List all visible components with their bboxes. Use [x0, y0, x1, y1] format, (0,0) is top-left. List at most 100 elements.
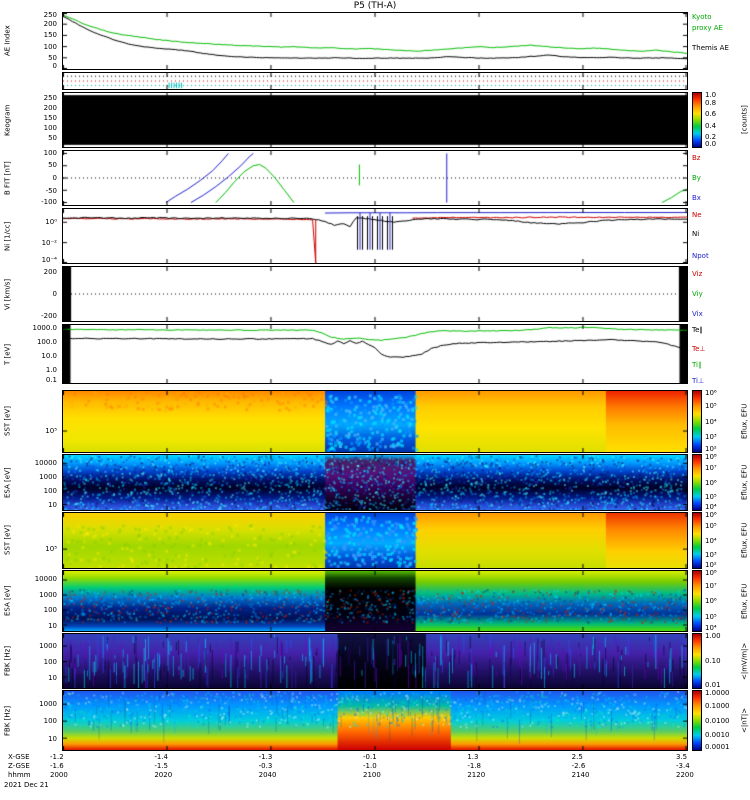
themis-summary-plot: P5 (TH-A) AE Index 250 200 150 100 50 0 Kyoto… — [0, 0, 750, 800]
esa_e-ytick: 100 — [44, 487, 57, 495]
temperature-axis-label: T [eV] — [0, 324, 15, 384]
sst-i-colorbar-area: 10⁶ 10⁵ 10⁴ 10³ 10² Eflux, EFU — [692, 512, 750, 569]
fbk_e-ytick: 1000 — [39, 642, 57, 650]
fbk-e-spectrogram — [62, 633, 688, 689]
esa_e-ytick: 10 — [48, 501, 57, 509]
bottom-axis-value: 3.5 — [676, 753, 687, 761]
panel-sst-ion-spectrogram: SST [eV] 10⁵ 10⁶ 10⁵ 10⁴ 10³ 10² Eflux, EFU — [0, 512, 750, 569]
density-axis-label: Ni [1/cc] — [0, 208, 15, 264]
density-ytick-container: 10⁰ 10⁻² 10⁻⁴ — [16, 208, 60, 264]
panel-fbk-b-spectrogram: FBK [Hz] 1000 100 10 1.0000 0.1000 0.0100 0.0… — [0, 690, 750, 751]
fbk_e-colorbar-tick: 1.00 — [705, 632, 721, 640]
fbk_e-ytick: 100 — [44, 658, 57, 666]
bottom-axis-value: -1.0 — [363, 762, 377, 770]
esa_i-colorbar-tick: 10⁴ — [705, 624, 717, 632]
esa_i-ytick: 100 — [44, 606, 57, 614]
esa-i-ytick-container: 10000 1000 100 10 — [16, 570, 60, 632]
fbk-b-axis-label: FBK [Hz] — [0, 690, 15, 751]
sst_e-ytick: 10⁵ — [45, 427, 57, 435]
t-legend-te: Te⊥ — [692, 345, 706, 353]
flags-axis-label — [0, 72, 15, 90]
ni-legend-ni: Ni — [692, 230, 699, 238]
esa_e-colorbar-tick: 10⁸ — [705, 453, 717, 461]
sst_e-colorbar — [692, 390, 702, 453]
keogram-colorbar — [692, 92, 702, 148]
ni-legend-npot: Npot — [692, 252, 709, 260]
sst-i-axis-label: SST [eV] — [0, 512, 15, 569]
keogram-ytick-container: 250 200 150 100 50 — [16, 92, 60, 148]
keogram-colorbar-tick: 1.0 — [705, 91, 716, 99]
sst-e-colorbar-area: 10⁶ 10⁵ 10⁴ 10³ 10² Eflux, EFU — [692, 390, 750, 453]
esa_i-colorbar-tick: 10⁸ — [705, 569, 717, 577]
esa_i-ytick: 1000 — [39, 591, 57, 599]
fbk_b-colorbar-label: <|nT|> — [739, 690, 750, 751]
sst-e-spectrogram — [62, 390, 688, 453]
fbk_b-colorbar-tick: 0.0100 — [705, 717, 730, 725]
sst_i-colorbar-tick: 10⁶ — [705, 511, 717, 519]
esa_i-colorbar-tick: 10⁵ — [705, 613, 717, 621]
fbk_b-colorbar-tick: 1.0000 — [705, 689, 730, 697]
esa-e-axis-label: ESA [eV] — [0, 454, 15, 511]
density-legend: Ne Ni Npot — [692, 208, 750, 264]
bfit-legend-bz: Bz — [692, 154, 700, 162]
fbk-b-ytick-container: 1000 100 10 — [16, 690, 60, 751]
bottom-axis-value: -1.5 — [154, 762, 168, 770]
t-ytick: 100.0 — [37, 338, 57, 346]
ae-plot — [62, 12, 688, 70]
sst_e-colorbar-tick: 10⁴ — [705, 418, 717, 426]
bottom-axis-value: -0.3 — [259, 762, 273, 770]
velocity-legend: Viz Viy Vix — [692, 266, 750, 322]
sst-i-ytick-container: 10⁵ — [16, 512, 60, 569]
sst_e-colorbar-label: Eflux, EFU — [739, 390, 750, 453]
bottom-axis-value: 2040 — [259, 771, 277, 779]
panel-sst-electron-spectrogram: SST [eV] 10⁵ 10⁶ 10⁵ 10⁴ 10³ 10² Eflux, EFU — [0, 390, 750, 453]
bottom-axis-value: -2.6 — [572, 762, 586, 770]
t-ytick: 0.1 — [46, 376, 57, 384]
sst_e-colorbar-tick: 10⁵ — [705, 402, 717, 410]
esa-i-colorbar-area: 10⁸ 10⁷ 10⁶ 10⁵ 10⁴ Eflux, EFU — [692, 570, 750, 632]
esa_e-colorbar — [692, 454, 702, 511]
panel-fbk-e-spectrogram: FBK [Hz] 1000 100 10 1.00 0.10 0.01 <|mV/m|> — [0, 633, 750, 689]
t-ytick: 10.0 — [41, 352, 57, 360]
bottom-axis-value: -1.8 — [467, 762, 481, 770]
plot-title: P5 (TH-A) — [0, 1, 750, 11]
panel-ae-index: AE Index 250 200 150 100 50 0 Kyoto proxy AE Th… — [0, 12, 750, 70]
fbk_b-colorbar-tick: 0.1000 — [705, 702, 730, 710]
keogram-colorbar-area: 1.0 0.8 0.6 0.4 0.2 0.0 [counts] — [692, 92, 750, 148]
bottom-axis-value: -1.6 — [50, 762, 64, 770]
fbk_e-ytick: 10 — [48, 674, 57, 682]
bottom-axis-value: -3.4 — [676, 762, 690, 770]
esa_i-colorbar — [692, 570, 702, 632]
sst-e-axis-label: SST [eV] — [0, 390, 15, 453]
esa_e-ytick: 10000 — [35, 459, 57, 467]
keogram-ytick: 50 — [48, 134, 57, 142]
esa_i-colorbar-tick: 10⁷ — [705, 582, 717, 590]
bfit-ytick: -100 — [41, 198, 57, 206]
sst_i-colorbar-label: Eflux, EFU — [739, 512, 750, 569]
panel-flags-strip — [0, 72, 750, 90]
ae-legend-themisae: Themis AE — [692, 44, 729, 52]
bottom-row-label-z-gse: Z-GSE — [8, 762, 30, 770]
temperature-ytick-container: 1000.0 100.0 10.0 1.0 0.1 — [16, 324, 60, 384]
bfit-legend-bx: Bx — [692, 194, 701, 202]
fbk_b-ytick: 10 — [48, 735, 57, 743]
esa_e-ytick: 1000 — [39, 473, 57, 481]
keogram-plot — [62, 92, 688, 148]
bottom-axis-value: -0.1 — [363, 753, 377, 761]
sst_i-colorbar-tick: 10⁴ — [705, 537, 717, 545]
ae-axis-label: AE Index — [0, 12, 15, 70]
esa_i-ytick: 10000 — [35, 575, 57, 583]
temperature-legend: Te∥ Te⊥ Ti∥ Ti⊥ — [692, 324, 750, 384]
bottom-axis: 2021 Dec 21 X-GSE -1.2 -1.4 -1.3 -0.1 1.3 2.5 3… — [0, 753, 750, 800]
bfit-ytick: 100 — [44, 149, 57, 157]
bottom-axis-value: -1.2 — [50, 753, 64, 761]
bottom-row-label-x-gse: X-GSE — [8, 753, 30, 761]
v-ytick: 0 — [53, 290, 57, 298]
keogram-colorbar-tick: 0.8 — [705, 99, 716, 107]
bottom-row-label-hhmm: hhmm — [8, 771, 31, 779]
sst-i-spectrogram — [62, 512, 688, 569]
esa_e-colorbar-tick: 10⁵ — [705, 493, 717, 501]
fbk_e-colorbar-tick: 0.10 — [705, 657, 721, 665]
fbk_b-ytick: 100 — [44, 717, 57, 725]
panel-b-fit: B FIT [nT] 100 50 0 -50 -100 Bz By Bx — [0, 150, 750, 206]
